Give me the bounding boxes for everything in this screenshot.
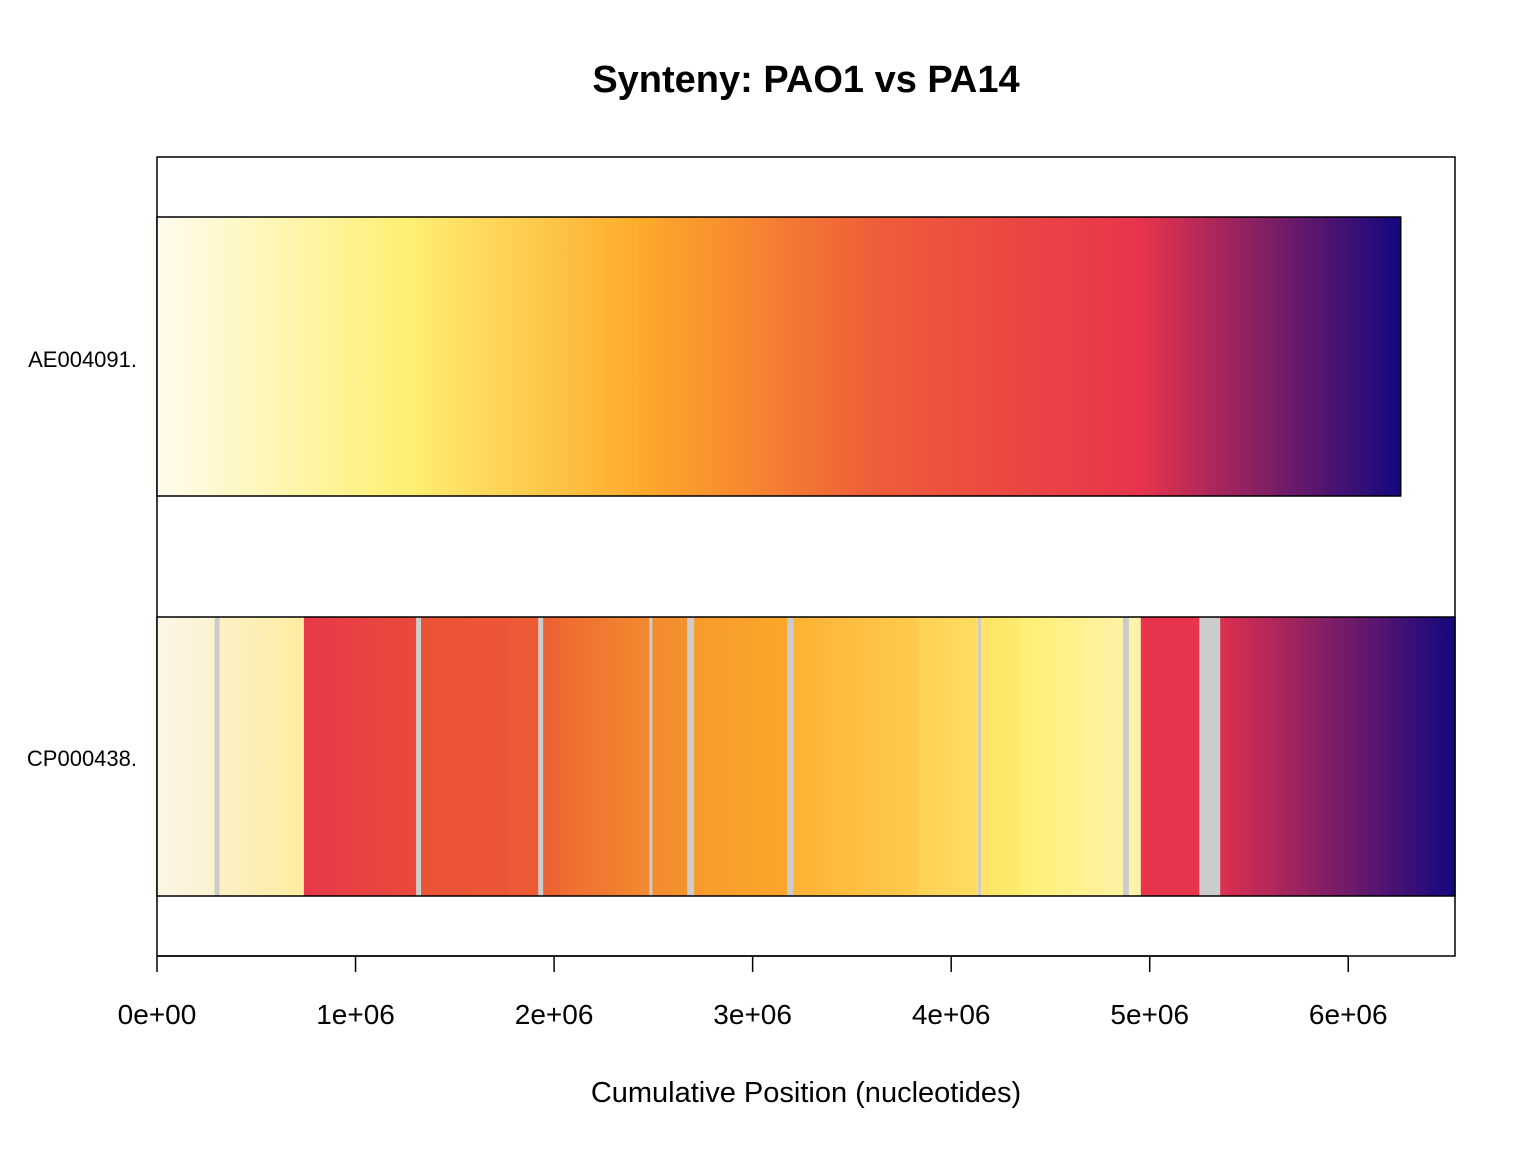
- x-tick-label: 4e+06: [912, 999, 991, 1030]
- plot-area: AE004091. CP000438.: [27, 156, 1456, 957]
- synteny-block: [1140, 617, 1200, 896]
- chart-title: Synteny: PAO1 vs PA14: [592, 59, 1019, 101]
- synteny-block: [1128, 617, 1142, 896]
- x-tick-label: 5e+06: [1110, 999, 1189, 1030]
- genome-label: CP000438.: [27, 746, 137, 771]
- synteny-block: [1220, 617, 1456, 896]
- gap-segment: [687, 617, 695, 896]
- synteny-block: [421, 617, 507, 896]
- x-tick-label: 0e+00: [118, 999, 197, 1030]
- synteny-block: [652, 617, 688, 896]
- genome-bar-0: [157, 217, 1401, 496]
- synteny-block: [694, 617, 788, 896]
- gap-segment: [649, 617, 653, 896]
- synteny-block: [543, 617, 561, 896]
- genome-outline-1: [156, 616, 1456, 897]
- synteny-block: [157, 617, 216, 896]
- synteny-block: [219, 617, 305, 896]
- x-tick-label: 1e+06: [316, 999, 395, 1030]
- synteny-block: [506, 617, 539, 896]
- synteny-block: [980, 617, 1022, 896]
- synteny-block: [1020, 617, 1124, 896]
- x-tick-label: 3e+06: [713, 999, 792, 1030]
- x-axis-label: Cumulative Position (nucleotides): [591, 1077, 1021, 1109]
- synteny-block: [917, 617, 979, 896]
- gap-segment: [1122, 617, 1130, 896]
- synteny-block: [560, 617, 650, 896]
- gap-segment: [416, 617, 422, 896]
- synteny-block: [303, 617, 417, 896]
- gap-segment: [1199, 617, 1221, 896]
- x-tick-label: 2e+06: [515, 999, 594, 1030]
- x-tick-label: 6e+06: [1309, 999, 1388, 1030]
- gap-segment: [787, 617, 794, 896]
- gap-segment: [977, 617, 982, 896]
- synteny-block: [793, 617, 918, 896]
- gap-segment: [214, 617, 221, 896]
- gap-segment: [538, 617, 544, 896]
- genome-outline-0: [156, 216, 1402, 497]
- genome-label: AE004091.: [28, 347, 137, 372]
- x-axis: 0e+00 1e+06 2e+06 3e+06 4e+06 5e+06 6e+06: [118, 955, 1388, 1030]
